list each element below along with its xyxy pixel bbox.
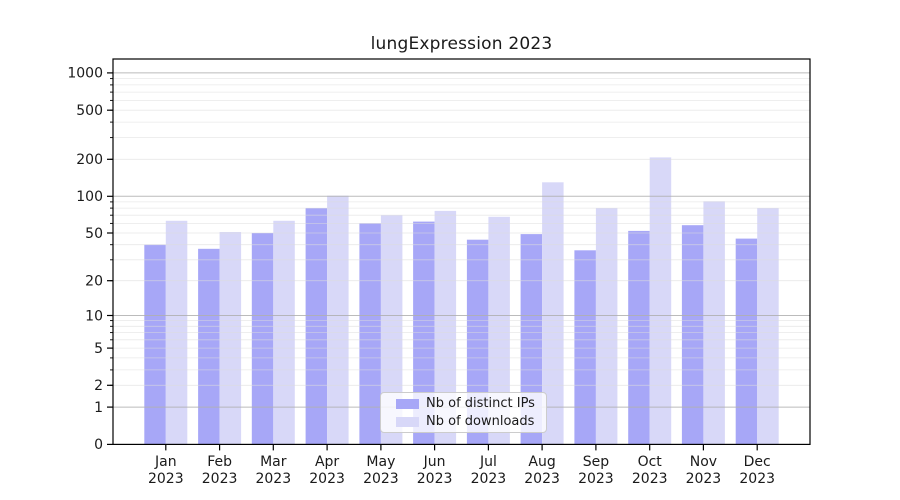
x-tick-label-month: Sep [583, 454, 610, 470]
bar-distinct-ips-jan [144, 244, 166, 445]
y-tick-label: 10 [85, 308, 103, 324]
bar-downloads-jun [434, 210, 457, 445]
bar-distinct-ips-dec [735, 238, 758, 445]
chart-title: lungExpression 2023 [370, 34, 553, 54]
y-tick-label: 100 [76, 189, 103, 205]
x-tick-label-month: Oct [638, 454, 663, 470]
bar-downloads-feb [219, 232, 242, 445]
x-tick-label-year: 2023 [202, 471, 238, 487]
bar-distinct-ips-may [359, 223, 381, 445]
x-tick-label-month: May [366, 454, 395, 470]
y-tick-label: 500 [76, 103, 103, 119]
x-tick-label-year: 2023 [632, 471, 668, 487]
x-tick-label-year: 2023 [148, 471, 184, 487]
x-tick-label-month: Aug [528, 454, 555, 470]
x-tick-label-year: 2023 [578, 471, 614, 487]
x-tick-label-year: 2023 [686, 471, 722, 487]
y-tick-label: 1 [94, 400, 103, 416]
y-tick-label: 20 [85, 274, 103, 290]
bar-downloads-aug [542, 182, 564, 445]
x-tick-label-year: 2023 [417, 471, 453, 487]
x-tick-label-month: Feb [207, 454, 232, 470]
x-tick-label-year: 2023 [739, 471, 775, 487]
y-tick-label: 5 [94, 341, 103, 357]
bar-distinct-ips-aug [520, 234, 543, 445]
x-tick-label-month: Apr [315, 454, 339, 470]
bar-distinct-ips-sep [574, 250, 596, 445]
x-tick-label-month: Jan [154, 454, 177, 470]
x-tick-label-month: Jul [479, 454, 497, 470]
bar-distinct-ips-feb [198, 248, 220, 445]
y-tick-label: 1000 [67, 66, 103, 82]
y-tick-label: 0 [94, 437, 103, 453]
bar-downloads-oct [649, 157, 672, 445]
legend-item-downloads: Nb of downloads [396, 414, 546, 429]
bar-downloads-may [380, 215, 403, 445]
bar-distinct-ips-nov [681, 225, 704, 445]
x-tick-label-month: Mar [260, 454, 287, 470]
y-tick-label: 2 [94, 378, 103, 394]
x-tick-label-year: 2023 [255, 471, 291, 487]
legend-label-distinct-ips: Nb of distinct IPs [426, 396, 535, 411]
bar-distinct-ips-oct [628, 230, 650, 445]
bar-downloads-jul [488, 216, 510, 445]
y-tick-label: 50 [85, 226, 103, 242]
bar-downloads-nov [703, 201, 725, 445]
plot-border [112, 58, 811, 445]
x-tick-label-year: 2023 [471, 471, 507, 487]
bar-downloads-apr [327, 195, 349, 445]
x-tick-label-month: Dec [744, 454, 771, 470]
y-tick-label: 200 [76, 152, 103, 168]
x-tick-label-month: Jun [423, 454, 446, 470]
x-tick-label-year: 2023 [524, 471, 560, 487]
x-tick-label-year: 2023 [309, 471, 345, 487]
legend-item-distinct-ips: Nb of distinct IPs [396, 396, 546, 411]
x-tick-label-month: Nov [690, 454, 717, 470]
legend-label-downloads: Nb of downloads [426, 414, 535, 429]
legend: Nb of distinct IPs Nb of downloads [380, 392, 547, 433]
bar-distinct-ips-mar [251, 233, 274, 445]
x-tick-label-year: 2023 [363, 471, 399, 487]
legend-swatch-downloads [396, 416, 419, 427]
legend-swatch-distinct-ips [396, 398, 419, 409]
